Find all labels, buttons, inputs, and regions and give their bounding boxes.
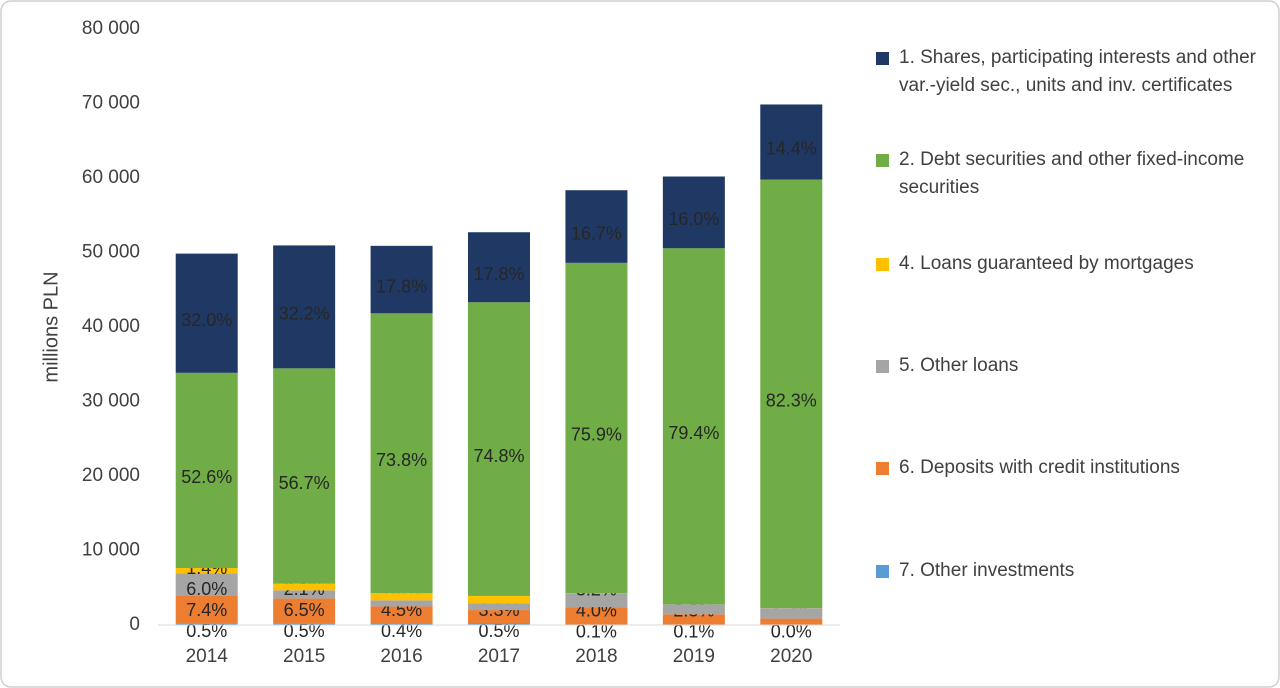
x-tick-label: 2014 bbox=[186, 646, 229, 667]
data-label: 17.8% bbox=[376, 276, 427, 296]
x-tick-label: 2015 bbox=[283, 646, 325, 667]
legend-item: 1. Shares, participating interests and o… bbox=[876, 44, 1256, 100]
legend-swatch bbox=[876, 565, 889, 578]
legend-swatch bbox=[876, 258, 889, 271]
bar-segment bbox=[760, 618, 823, 625]
x-tick-label: 2017 bbox=[478, 646, 520, 667]
x-tick-label: 2016 bbox=[380, 646, 422, 667]
data-label: 16.0% bbox=[668, 209, 719, 229]
bar-segment bbox=[273, 623, 336, 625]
data-label: 6.5% bbox=[284, 600, 325, 620]
data-label: 14.4% bbox=[766, 139, 817, 159]
legend-label: 4. Loans guaranteed by mortgages bbox=[899, 253, 1194, 274]
legend-label: 6. Deposits with credit institutions bbox=[899, 457, 1180, 478]
data-label: 7.4% bbox=[186, 600, 227, 620]
legend-label: 7. Other investments bbox=[899, 560, 1075, 581]
bar-segment bbox=[273, 598, 336, 624]
data-label: 73.8% bbox=[376, 450, 427, 470]
legend-item: 5. Other loans bbox=[876, 352, 1018, 380]
bar-segment bbox=[370, 593, 433, 601]
legend-label: 1. Shares, participating interests and o… bbox=[899, 47, 1256, 96]
bar-segment bbox=[370, 623, 433, 625]
bar-segment bbox=[565, 593, 628, 608]
data-label: 16.7% bbox=[571, 223, 622, 243]
bar-segment bbox=[468, 302, 530, 596]
legend-swatch bbox=[876, 52, 889, 65]
bar-segment bbox=[662, 604, 725, 615]
bar-segment bbox=[175, 623, 238, 625]
bar-segment bbox=[273, 590, 336, 599]
bar-segment bbox=[370, 245, 433, 314]
legend-swatch bbox=[876, 462, 889, 475]
data-label: 32.0% bbox=[181, 310, 232, 330]
legend-swatch bbox=[876, 360, 889, 373]
bar-segment bbox=[468, 610, 530, 624]
y-tick-label: 30 000 bbox=[82, 391, 140, 412]
data-label: 75.9% bbox=[571, 425, 622, 445]
data-label: 17.8% bbox=[473, 264, 524, 284]
bar-segment bbox=[175, 595, 238, 624]
bar-segment bbox=[760, 179, 823, 609]
bar-segment bbox=[468, 232, 530, 303]
data-label: 32.2% bbox=[279, 304, 330, 324]
legend-item: 4. Loans guaranteed by mortgages bbox=[876, 250, 1194, 278]
bar-segment bbox=[662, 614, 725, 625]
y-tick-label: 0 bbox=[129, 614, 140, 635]
data-label: 0.4% bbox=[381, 621, 422, 641]
y-tick-label: 10 000 bbox=[82, 540, 140, 561]
data-label: 0.5% bbox=[284, 621, 325, 641]
y-tick-label: 40 000 bbox=[82, 316, 140, 337]
bar-segment bbox=[760, 608, 823, 619]
bar-segment bbox=[468, 595, 530, 604]
bar-segment bbox=[175, 372, 238, 569]
y-tick-label: 50 000 bbox=[82, 242, 140, 263]
bar-segment bbox=[565, 607, 628, 625]
data-label: 56.7% bbox=[279, 473, 330, 493]
bar-segment bbox=[468, 623, 530, 625]
bar-segment bbox=[370, 600, 433, 607]
bar-segment bbox=[175, 568, 238, 574]
bar-segment bbox=[370, 313, 433, 594]
x-tick-label: 2018 bbox=[575, 646, 617, 667]
data-label: 74.8% bbox=[473, 446, 524, 466]
bar-segment bbox=[662, 176, 725, 249]
bar-segment bbox=[662, 248, 725, 605]
legend-swatch bbox=[876, 154, 889, 167]
legend-label: 5. Other loans bbox=[899, 355, 1019, 376]
data-label: 0.1% bbox=[576, 622, 617, 642]
bar-segment bbox=[175, 253, 238, 373]
y-tick-label: 20 000 bbox=[82, 465, 140, 486]
y-axis-title: millions PLN bbox=[40, 271, 62, 382]
data-label: 0.5% bbox=[186, 621, 227, 641]
bar-segment bbox=[370, 606, 433, 624]
bar-segment bbox=[565, 190, 628, 263]
data-label: 82.3% bbox=[766, 391, 817, 411]
legend-item: 2. Debt securities and other fixed-incom… bbox=[876, 146, 1256, 202]
data-label: 79.4% bbox=[668, 423, 719, 443]
bar-segment bbox=[273, 245, 336, 369]
bar-segment bbox=[175, 573, 238, 596]
legend-label: 2. Debt securities and other fixed-incom… bbox=[899, 149, 1245, 198]
x-tick-label: 2019 bbox=[673, 646, 715, 667]
data-label: 0.0% bbox=[771, 622, 812, 642]
y-tick-label: 80 000 bbox=[82, 18, 140, 39]
data-label: 0.5% bbox=[478, 621, 519, 641]
y-tick-label: 60 000 bbox=[82, 167, 140, 188]
x-tick-label: 2020 bbox=[770, 646, 812, 667]
bar-segment bbox=[273, 368, 336, 584]
legend-item: 7. Other investments bbox=[876, 557, 1074, 585]
bar-segment bbox=[468, 603, 530, 611]
legend-item: 6. Deposits with credit institutions bbox=[876, 454, 1180, 482]
bar-segment bbox=[760, 104, 823, 180]
bar-segment bbox=[565, 262, 628, 594]
y-tick-label: 70 000 bbox=[82, 93, 140, 114]
data-label: 52.6% bbox=[181, 467, 232, 487]
data-label: 6.0% bbox=[186, 579, 227, 599]
bar-segment bbox=[273, 583, 336, 591]
data-label: 0.1% bbox=[673, 622, 714, 642]
